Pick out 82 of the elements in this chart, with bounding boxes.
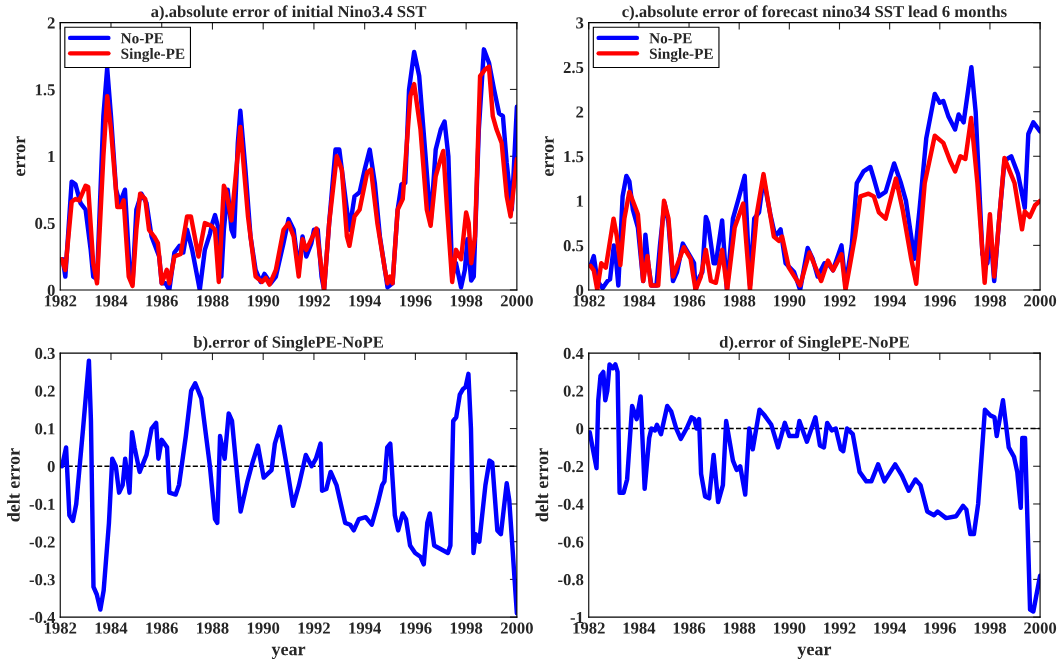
y-tick-label: 0 [576, 284, 584, 296]
y-tick-label: 0.3 [35, 347, 55, 360]
x-tick-label: 1994 [874, 295, 906, 307]
y-tick-label: 0.1 [35, 423, 55, 435]
x-tick-label: 1992 [298, 622, 330, 634]
x-tick-label: 1984 [623, 295, 656, 307]
chart-title: d).error of SinglePE-NoPE [719, 335, 909, 352]
x-tick-label: 2000 [1024, 622, 1057, 634]
y-tick-label: -0.4 [558, 498, 584, 510]
y-tick-label: 2 [47, 17, 55, 29]
x-tick-label: 1996 [400, 622, 432, 634]
y-tick-label: 1.5 [35, 84, 55, 96]
x-tick-label: 1982 [573, 295, 605, 307]
x-tick-label: 1982 [573, 622, 605, 634]
x-tick-label: 1994 [349, 295, 382, 307]
y-tick-label: 0.2 [563, 385, 584, 397]
chart-title: a).absolute error of initial Nino3.4 SST [151, 5, 427, 21]
x-tick-label: 1988 [723, 622, 756, 634]
x-tick-label: 1992 [824, 295, 856, 307]
y-tick-label: -0.2 [558, 460, 584, 473]
x-tick-label: 1992 [298, 295, 330, 307]
legend-label: Single-PE [121, 48, 185, 63]
x-tick-label: 2000 [1024, 295, 1057, 307]
y-axis-title: error [16, 136, 26, 177]
y-axis-title: delt error [7, 448, 20, 522]
x-axis-title: year [271, 646, 306, 660]
x-tick-label: 1988 [723, 295, 756, 307]
y-tick-label: 1 [576, 195, 584, 207]
x-tick-label: 1988 [197, 622, 229, 634]
x-tick-label: 1998 [974, 295, 1007, 307]
x-tick-label: 1996 [400, 295, 432, 307]
x-tick-label: 1982 [44, 295, 77, 307]
x-tick-label: 1986 [146, 622, 178, 634]
y-tick-label: -0.6 [558, 536, 584, 548]
x-tick-label: 1998 [974, 622, 1007, 634]
legend-label: No-PE [649, 33, 692, 44]
y-tick-label: 0 [47, 460, 55, 473]
x-tick-label: 2000 [500, 295, 533, 307]
legend-label: No-PE [120, 33, 164, 44]
y-tick-label: 0 [576, 423, 584, 435]
x-tick-label: 2000 [500, 622, 533, 634]
x-tick-label: 1992 [824, 622, 856, 634]
y-tick-label: -1 [570, 611, 584, 623]
x-tick-label: 1986 [673, 295, 706, 307]
chart-title: b).error of SinglePE-NoPE [193, 335, 383, 352]
x-tick-label: 1984 [623, 622, 656, 634]
x-tick-label: 1990 [774, 622, 806, 634]
y-tick-label: -0.2 [29, 536, 55, 548]
x-tick-label: 1998 [450, 295, 483, 307]
y-tick-label: 1.5 [564, 151, 584, 163]
y-tick-label: 2 [576, 106, 584, 118]
x-tick-label: 1990 [247, 622, 280, 634]
x-tick-label: 1998 [450, 622, 483, 634]
x-tick-label: 1996 [924, 622, 956, 634]
x-tick-label: 1990 [774, 295, 806, 307]
y-axis-title: delt error [535, 448, 549, 522]
x-tick-label: 1986 [146, 295, 178, 307]
x-axis-title: year [797, 646, 832, 660]
x-tick-label: 1986 [673, 622, 706, 634]
y-axis-title: error [545, 136, 554, 177]
x-tick-label: 1996 [924, 295, 956, 307]
x-tick-label: 1982 [44, 622, 77, 634]
x-tick-label: 1990 [247, 295, 280, 307]
chart-title: c).absolute error of forecast nino34 SST lead 6 months [622, 5, 1007, 21]
x-tick-label: 1994 [874, 622, 906, 634]
y-tick-label: 0 [47, 284, 55, 296]
y-tick-label: 2.5 [563, 61, 584, 74]
line-series [588, 362, 1041, 614]
y-tick-label: -0.8 [558, 574, 584, 586]
x-tick-label: 1984 [95, 622, 128, 634]
legend-label: Single-PE [649, 48, 713, 63]
y-tick-label: 0.2 [35, 385, 55, 397]
y-tick-label: 1 [48, 151, 55, 163]
y-tick-label: -0.1 [29, 498, 55, 510]
x-tick-label: 1988 [197, 295, 229, 307]
y-tick-label: 0.4 [563, 347, 584, 360]
y-tick-label: -0.3 [29, 574, 55, 586]
y-tick-label: 0.5 [35, 217, 55, 230]
y-tick-label: 3 [576, 17, 584, 29]
y-tick-label: 0.5 [563, 240, 584, 252]
x-tick-label: 1984 [95, 295, 128, 307]
x-tick-label: 1994 [349, 622, 382, 634]
